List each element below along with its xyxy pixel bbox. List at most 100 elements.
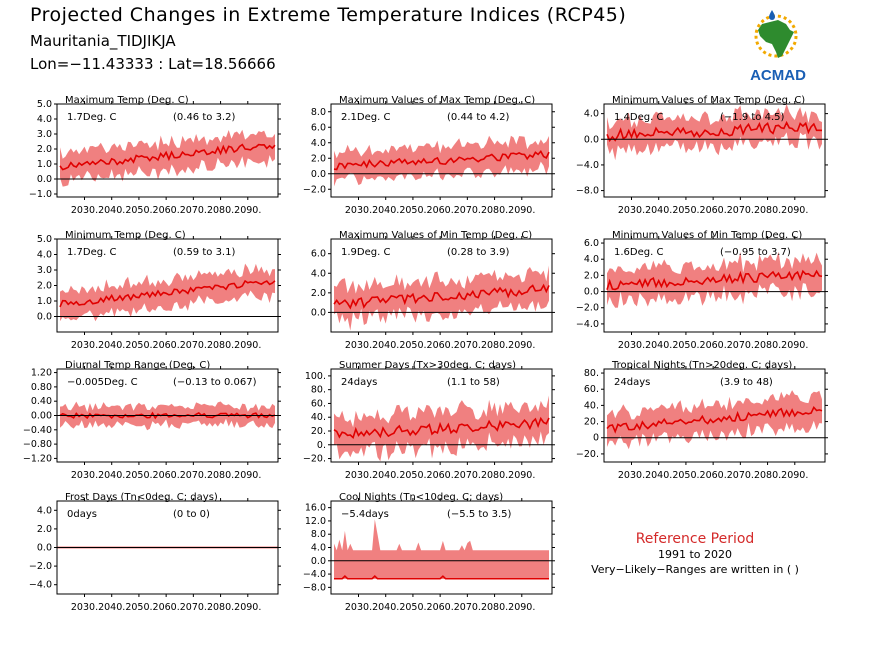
x-tick-label: 2080. bbox=[207, 602, 234, 613]
x-tick-label: 2090. bbox=[234, 602, 261, 613]
x-tick-label: 2090. bbox=[234, 470, 261, 481]
x-tick-label: 2060. bbox=[700, 205, 727, 216]
y-tick-label: 4.0 bbox=[584, 109, 599, 120]
y-tick-label: 3.0 bbox=[37, 265, 52, 276]
station-name: Mauritania_TIDJIKJA bbox=[30, 32, 176, 50]
x-tick-label: 2030. bbox=[618, 470, 645, 481]
x-tick-label: 2060. bbox=[153, 470, 180, 481]
x-tick-label: 2050. bbox=[125, 602, 152, 613]
x-tick-label: 2070. bbox=[180, 205, 207, 216]
x-tick-label: 2070. bbox=[454, 602, 481, 613]
plot-frame bbox=[330, 238, 553, 333]
range-label: (3.9 to 48) bbox=[720, 377, 773, 388]
panel-title: Cool Nights (Tn<10deg. C; days) bbox=[339, 492, 503, 503]
y-tick-label: 0.0 bbox=[584, 134, 599, 145]
x-tick-label: 2080. bbox=[207, 340, 234, 351]
y-tick-label: 20. bbox=[311, 426, 326, 437]
mean-change-label: 1.4Deg. C bbox=[614, 112, 663, 123]
panel-title: Maximum Temp (Deg. C) bbox=[65, 95, 189, 106]
y-tick-label: 60. bbox=[311, 398, 326, 409]
panel-8: 100. 80. 60. 40. 20. 0. −20. 2030. 2040. 2050. 206… bbox=[303, 360, 555, 481]
x-tick-label: 2090. bbox=[781, 470, 808, 481]
x-tick-label: 2040. bbox=[98, 470, 125, 481]
y-tick-label: 0.0 bbox=[311, 169, 326, 180]
x-tick-label: 2070. bbox=[727, 340, 754, 351]
y-tick-label: 4.0 bbox=[311, 138, 326, 149]
x-tick-label: 2080. bbox=[481, 205, 508, 216]
x-tick-label: 2080. bbox=[481, 602, 508, 613]
x-tick-label: 2070. bbox=[454, 470, 481, 481]
x-tick-label: 2040. bbox=[372, 205, 399, 216]
range-band bbox=[60, 129, 275, 187]
x-tick-label: 2090. bbox=[508, 205, 535, 216]
mean-change-label: 1.7Deg. C bbox=[67, 112, 116, 123]
range-label: (0.44 to 4.2) bbox=[447, 112, 509, 123]
x-tick-label: 2090. bbox=[508, 602, 535, 613]
panel-title: Minimum Temp (Deg. C) bbox=[65, 230, 186, 241]
x-tick-label: 2050. bbox=[125, 205, 152, 216]
x-tick-label: 2090. bbox=[508, 470, 535, 481]
x-tick-label: 2070. bbox=[727, 205, 754, 216]
y-tick-label: 6.0 bbox=[311, 122, 326, 133]
x-tick-label: 2050. bbox=[399, 602, 426, 613]
x-tick-label: 2030. bbox=[618, 340, 645, 351]
x-tick-label: 2080. bbox=[754, 470, 781, 481]
panel-title: Maximum Values of Max Temp (Deg. C) bbox=[339, 95, 535, 106]
y-tick-label: −4.0 bbox=[29, 580, 52, 591]
y-tick-label: 8.0 bbox=[311, 107, 326, 118]
range-band bbox=[607, 103, 822, 161]
panel-title: Frost Days (Tn<0deg. C; days) bbox=[65, 492, 218, 503]
panel-title: Diurnal Temp Range (Deg. C) bbox=[65, 360, 210, 371]
x-tick-label: 2090. bbox=[508, 340, 535, 351]
y-tick-label: −20. bbox=[576, 449, 599, 460]
ensemble-mean-line bbox=[333, 150, 550, 171]
svg-text:ACMAD: ACMAD bbox=[750, 67, 806, 84]
y-tick-label: −2.0 bbox=[576, 303, 599, 314]
x-tick-label: 2030. bbox=[71, 470, 98, 481]
x-tick-label: 2070. bbox=[454, 340, 481, 351]
x-tick-label: 2060. bbox=[153, 602, 180, 613]
y-tick-label: −0.40 bbox=[23, 425, 52, 436]
x-tick-label: 2040. bbox=[372, 470, 399, 481]
y-tick-label: 6.0 bbox=[311, 249, 326, 260]
x-tick-label: 2050. bbox=[399, 340, 426, 351]
reference-period-title: Reference Period bbox=[635, 531, 755, 547]
y-tick-label: 4.0 bbox=[311, 268, 326, 279]
y-tick-label: 6.0 bbox=[584, 238, 599, 249]
x-tick-label: 2040. bbox=[98, 602, 125, 613]
range-label: (−5.5 to 3.5) bbox=[447, 509, 511, 520]
x-tick-label: 2060. bbox=[700, 340, 727, 351]
y-tick-label: 8.0 bbox=[311, 529, 326, 540]
panel-title: Minimum Values of Max Temp (Deg. C) bbox=[612, 95, 805, 106]
x-tick-label: 2070. bbox=[454, 205, 481, 216]
y-tick-label: 4.0 bbox=[37, 114, 52, 125]
range-band bbox=[607, 390, 822, 450]
range-label: (0 to 0) bbox=[173, 509, 210, 520]
range-label: (−0.13 to 0.067) bbox=[173, 377, 257, 388]
y-tick-label: 4.0 bbox=[311, 543, 326, 554]
range-band bbox=[60, 263, 275, 322]
x-tick-label: 2030. bbox=[345, 602, 372, 613]
x-tick-label: 2060. bbox=[153, 205, 180, 216]
x-tick-label: 2040. bbox=[98, 340, 125, 351]
y-tick-label: 2.0 bbox=[37, 144, 52, 155]
mean-change-label: −5.4days bbox=[341, 509, 389, 520]
ensemble-mean-line bbox=[606, 120, 823, 143]
y-tick-label: −8.0 bbox=[576, 186, 599, 197]
plot-frame bbox=[603, 238, 826, 333]
x-tick-label: 2050. bbox=[672, 205, 699, 216]
y-tick-label: 0.80 bbox=[31, 382, 52, 393]
y-tick-label: 80. bbox=[584, 368, 599, 379]
y-tick-label: 2.0 bbox=[311, 288, 326, 299]
x-tick-label: 2090. bbox=[781, 340, 808, 351]
x-tick-label: 2040. bbox=[372, 602, 399, 613]
mean-change-label: 0days bbox=[67, 509, 97, 520]
panel-10: 4.0 2.0 0.0 −2.0 −4.0 2030. 2040. 2050. 2060. 207… bbox=[29, 492, 281, 613]
y-tick-label: 2.0 bbox=[311, 153, 326, 164]
reference-period-years: 1991 to 2020 bbox=[657, 548, 733, 561]
y-tick-label: 80. bbox=[311, 385, 326, 396]
x-tick-label: 2050. bbox=[672, 340, 699, 351]
x-tick-label: 2080. bbox=[207, 470, 234, 481]
y-tick-label: −4.0 bbox=[576, 160, 599, 171]
